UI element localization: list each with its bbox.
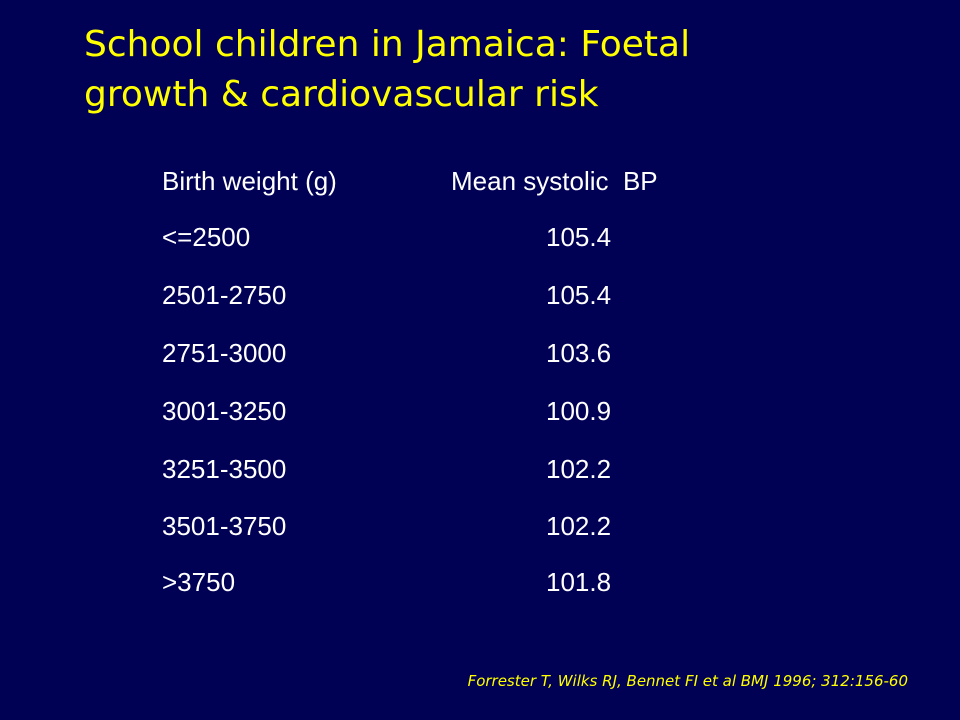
- row-6-birth-weight: 3501-3750: [162, 511, 287, 541]
- row-5-mean-bp: 102.2: [546, 454, 612, 484]
- row-3-mean-bp: 103.6: [546, 338, 612, 368]
- row-3-birth-weight: 2751-3000: [162, 338, 287, 368]
- row-1-birth-weight: <=2500: [162, 222, 251, 252]
- row-7-mean-bp: 101.8: [546, 567, 612, 597]
- citation: Forrester T, Wilks RJ, Bennet FI et al B…: [467, 672, 908, 690]
- slide-title-line-2: growth & cardiovascular risk: [84, 74, 599, 115]
- row-6-mean-bp: 102.2: [546, 511, 612, 541]
- row-4-birth-weight: 3001-3250: [162, 396, 287, 426]
- row-4-mean-bp: 100.9: [546, 396, 612, 426]
- header-birth-weight: Birth weight (g): [162, 166, 337, 196]
- row-7-birth-weight: >3750: [162, 567, 236, 597]
- header-mean-systolic-bp: Mean systolic BP: [451, 166, 658, 196]
- row-5-birth-weight: 3251-3500: [162, 454, 287, 484]
- row-2-birth-weight: 2501-2750: [162, 280, 287, 310]
- slide-title-line-1: School children in Jamaica: Foetal: [84, 24, 691, 65]
- slide-title: School children in Jamaica: Foetal growt…: [84, 20, 924, 120]
- row-1-mean-bp: 105.4: [546, 222, 612, 252]
- row-2-mean-bp: 105.4: [546, 280, 612, 310]
